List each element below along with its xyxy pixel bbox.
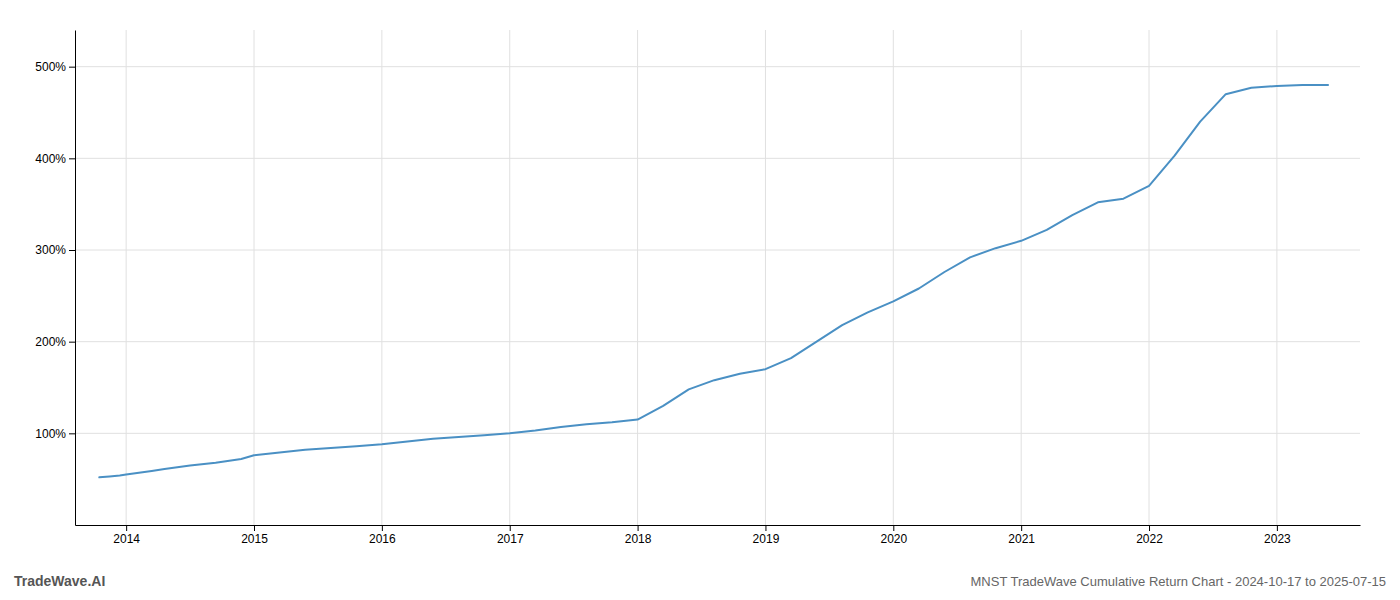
marks bbox=[99, 85, 1328, 477]
y-tick-mark bbox=[69, 433, 75, 434]
x-tick-label: 2017 bbox=[497, 532, 524, 546]
y-tick-label: 100% bbox=[35, 427, 66, 441]
y-grid-line bbox=[75, 341, 1360, 342]
x-tick-label: 2023 bbox=[1264, 532, 1291, 546]
x-tick-mark bbox=[1021, 525, 1022, 531]
x-grid-line bbox=[765, 30, 766, 525]
y-tick: 200% bbox=[35, 335, 75, 349]
x-tick-mark bbox=[510, 525, 511, 531]
plot: 2014 2015 2016 2017 2018 2019 2020 2021 2022 2023… bbox=[35, 30, 1360, 546]
y-tick-label: 500% bbox=[35, 60, 66, 74]
x-tick-label: 2021 bbox=[1008, 532, 1035, 546]
x-grid-line bbox=[1276, 30, 1277, 525]
x-tick: 2021 bbox=[1008, 525, 1035, 546]
y-tick-mark bbox=[69, 67, 75, 68]
x-grid-line bbox=[381, 30, 382, 525]
x-tick-label: 2019 bbox=[753, 532, 780, 546]
x-tick-label: 2016 bbox=[369, 532, 396, 546]
title: MNST TradeWave Cumulative Return Chart -… bbox=[971, 574, 1386, 589]
x-tick-mark bbox=[1277, 525, 1278, 531]
x-grid-line bbox=[254, 30, 255, 525]
x-tick: 2014 bbox=[113, 525, 140, 546]
x-grid-line bbox=[637, 30, 638, 525]
x-tick-mark bbox=[382, 525, 383, 531]
y-tick-mark bbox=[69, 342, 75, 343]
y-tick: 300% bbox=[35, 243, 75, 257]
x-grid-line bbox=[893, 30, 894, 525]
x-tick: 2017 bbox=[497, 525, 524, 546]
x-tick: 2023 bbox=[1264, 525, 1291, 546]
x-tick-mark bbox=[765, 525, 766, 531]
x-tick-label: 2018 bbox=[625, 532, 652, 546]
x-grid-line bbox=[126, 30, 127, 525]
x-tick: 2022 bbox=[1136, 525, 1163, 546]
x-tick-mark bbox=[126, 525, 127, 531]
x-tick-label: 2022 bbox=[1136, 532, 1163, 546]
x-tick: 2019 bbox=[753, 525, 780, 546]
y-axis: 100% 200% 300% 400% 500% bbox=[35, 31, 75, 526]
x-tick-label: 2014 bbox=[113, 532, 140, 546]
y-tick: 100% bbox=[35, 427, 75, 441]
x-tick: 2015 bbox=[241, 525, 268, 546]
y-grid-line bbox=[75, 433, 1360, 434]
x-grid-line bbox=[1021, 30, 1022, 525]
x-tick-label: 2015 bbox=[241, 532, 268, 546]
y-tick-mark bbox=[69, 158, 75, 159]
x-tick: 2016 bbox=[369, 525, 396, 546]
y-grid-line bbox=[75, 250, 1360, 251]
x-tick: 2020 bbox=[880, 525, 907, 546]
chart: 2014 2015 2016 2017 2018 2019 2020 2021 2022 2023… bbox=[0, 0, 1400, 600]
y-grid-line bbox=[75, 66, 1360, 67]
y-tick-mark bbox=[69, 250, 75, 251]
y-tick: 400% bbox=[35, 152, 75, 166]
x-tick-mark bbox=[254, 525, 255, 531]
y-tick: 500% bbox=[35, 60, 75, 74]
x-tick-mark bbox=[638, 525, 639, 531]
x-grid-line bbox=[1149, 30, 1150, 525]
x-grid-line bbox=[509, 30, 510, 525]
y-grid-line bbox=[75, 158, 1360, 159]
x-tick-mark bbox=[1149, 525, 1150, 531]
y-tick-label: 200% bbox=[35, 335, 66, 349]
line bbox=[99, 85, 1328, 477]
x-tick-mark bbox=[893, 525, 894, 531]
annotation: TradeWave.AI bbox=[14, 573, 105, 589]
x-axis: 2014 2015 2016 2017 2018 2019 2020 2021 2022 2023 bbox=[76, 525, 1361, 546]
grid bbox=[75, 30, 1360, 525]
y-tick-label: 400% bbox=[35, 152, 66, 166]
x-tick-label: 2020 bbox=[880, 532, 907, 546]
y-tick-label: 300% bbox=[35, 243, 66, 257]
axis-line bbox=[76, 525, 1361, 526]
x-tick: 2018 bbox=[625, 525, 652, 546]
axis-line bbox=[75, 31, 76, 526]
